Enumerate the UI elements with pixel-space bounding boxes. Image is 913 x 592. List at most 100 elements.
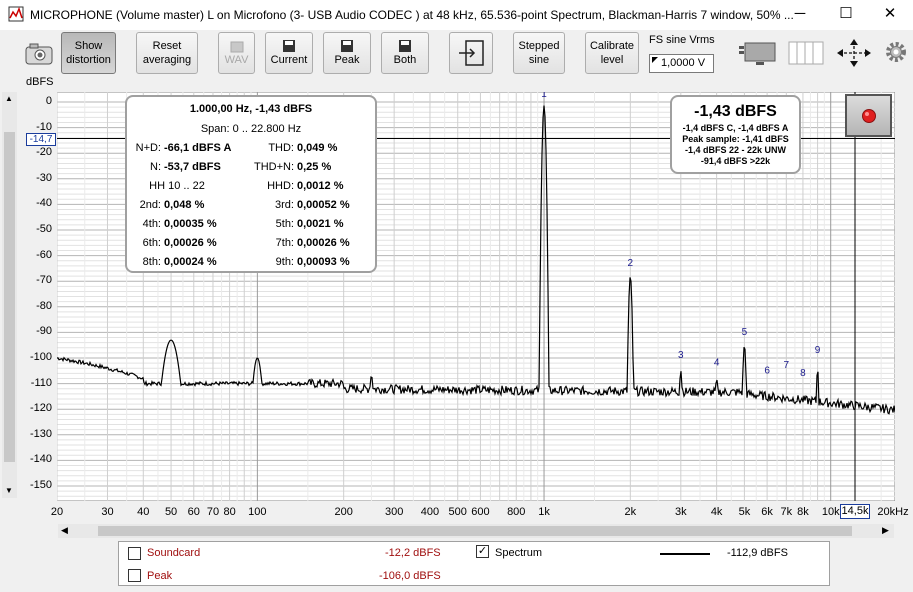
vertical-scrollbar[interactable]: ▲ ▼: [2, 92, 17, 498]
soundcard-label: Soundcard: [147, 547, 201, 559]
harmonic-label: 4: [714, 358, 720, 369]
close-button[interactable]: ✕: [883, 5, 897, 22]
save-icon: [341, 40, 353, 52]
save-icon: [399, 40, 411, 52]
wav-button[interactable]: WAV: [218, 32, 255, 74]
maximize-button[interactable]: ☐: [839, 5, 853, 22]
distortion-info-panel: 1.000,00 Hz, -1,43 dBFS Span: 0 .. 22.80…: [125, 95, 377, 273]
info-value: 0,048 %: [164, 199, 205, 211]
window-layout-icon[interactable]: [738, 40, 778, 66]
horizontal-scroll-thumb[interactable]: [98, 526, 852, 536]
wav-label: WAV: [224, 54, 249, 66]
x-tick-label: 5k: [738, 506, 751, 518]
calibrate-level-button[interactable]: Calibrate level: [585, 32, 639, 74]
both-label: Both: [393, 54, 417, 66]
spectrum-label: Spectrum: [495, 547, 543, 559]
y-tick-label: -90: [36, 325, 52, 338]
minimize-button[interactable]: ─: [794, 5, 806, 22]
window-title: MICROPHONE (Volume master) L on Microfon…: [30, 8, 794, 22]
panels-icon[interactable]: [788, 40, 824, 66]
stepped-sine-button[interactable]: Stepped sine: [513, 32, 565, 74]
vertical-scroll-thumb[interactable]: [4, 132, 15, 462]
save-icon: [283, 40, 295, 52]
level-detail-4: -91,4 dBFS >22k: [700, 156, 771, 166]
y-tick-label: -30: [36, 171, 52, 184]
level-value: -1,43 dBFS: [694, 103, 777, 120]
info-label: 9th:: [275, 256, 294, 268]
harmonic-label: 5: [742, 327, 748, 338]
reset-averaging-label-1: Reset: [152, 40, 182, 52]
info-value: 0,25 %: [297, 161, 332, 173]
spectrum-line-swatch: [660, 553, 710, 555]
info-value: 0,00035 %: [164, 218, 217, 230]
y-tick-label: -130: [29, 427, 52, 440]
export-button[interactable]: [449, 32, 493, 74]
harmonic-label: 3: [678, 350, 684, 361]
cursor-x-readout: 14,5k: [840, 504, 870, 519]
reset-averaging-label-2: averaging: [142, 54, 192, 66]
x-tick-label: 3k: [675, 506, 687, 518]
calibrate-level-label-2: level: [600, 54, 624, 66]
peak-checkbox[interactable]: [128, 569, 141, 582]
x-tick-label: 1k: [538, 506, 550, 518]
title-bar: MICROPHONE (Volume master) L on Microfon…: [0, 0, 913, 30]
x-tick-label: 60: [187, 506, 200, 518]
info-value: 0,00026 %: [297, 237, 350, 249]
gear-icon[interactable]: [884, 40, 908, 64]
y-tick-label: -110: [30, 376, 52, 389]
camera-icon[interactable]: [24, 40, 54, 66]
scroll-left-icon[interactable]: ◀: [61, 525, 68, 535]
peak-label: Peak: [334, 54, 360, 66]
info-label: 8th:: [142, 256, 161, 268]
scroll-down-icon[interactable]: ▼: [5, 486, 13, 495]
harmonic-markers: 1 2 3 4 5 6 78 9: [541, 92, 821, 379]
scroll-up-icon[interactable]: ▲: [5, 94, 13, 103]
move-arrows-icon[interactable]: [836, 38, 872, 68]
y-tick-label: -70: [36, 274, 52, 287]
stepped-sine-label-1: Stepped: [518, 40, 560, 52]
cursor-y-readout: -14,7: [26, 133, 56, 146]
peak-button[interactable]: Peak: [323, 32, 371, 74]
info-label: N+D:: [135, 142, 161, 154]
peak-value: -106,0 dBFS: [379, 570, 441, 582]
x-tick-label: 40: [137, 506, 150, 518]
info-value: 0,0021 %: [297, 218, 344, 230]
legend-panel: Soundcard -12,2 dBFS ✓ Spectrum -112,9 d…: [118, 541, 830, 586]
info-label: HHD:: [267, 180, 294, 192]
info-label: 5th:: [275, 218, 294, 230]
info-label: 6th:: [142, 237, 161, 249]
harmonic-label: 8: [800, 368, 806, 379]
x-tick-label: 20kHz: [877, 506, 909, 518]
info-label: 4th:: [142, 218, 161, 230]
soundcard-checkbox[interactable]: [128, 547, 141, 560]
y-tick-label: -10: [36, 120, 52, 133]
y-tick-label: -120: [29, 402, 52, 415]
fundamental-readout: 1.000,00 Hz, -1,43 dBFS: [189, 103, 313, 115]
record-button[interactable]: [845, 94, 892, 137]
fs-label: FS sine Vrms: [649, 34, 715, 46]
scroll-right-icon[interactable]: ▶: [882, 525, 889, 535]
show-distortion-button[interactable]: Show distortion: [61, 32, 116, 74]
info-label: 7th:: [275, 237, 294, 249]
level-meter-panel: -1,43 dBFS -1,4 dBFS C, -1,4 dBFS A Peak…: [670, 95, 801, 174]
fs-value-field[interactable]: 1,0000 V: [649, 54, 714, 73]
info-value: 0,00093 %: [297, 256, 350, 268]
y-tick-label: -100: [29, 351, 52, 363]
reset-averaging-button[interactable]: Reset averaging: [136, 32, 198, 74]
x-tick-label: 300: [384, 506, 404, 518]
record-icon: [862, 109, 876, 123]
harmonic-label: 7: [784, 360, 790, 371]
y-tick-label: -50: [36, 223, 52, 235]
folder-icon: [230, 41, 243, 53]
y-tick-label: -150: [29, 479, 52, 491]
spectrum-checkbox[interactable]: ✓: [476, 545, 489, 558]
info-value: -66,1 dBFS A: [164, 142, 232, 154]
x-tick-label: 200: [334, 506, 353, 518]
info-label: HH 10 .. 22: [149, 180, 205, 192]
y-tick-label: -80: [36, 299, 52, 312]
spectrum-trace: [57, 105, 895, 415]
horizontal-scrollbar[interactable]: ◀ ▶: [58, 524, 894, 538]
current-button[interactable]: Current: [265, 32, 313, 74]
x-tick-label: 50: [164, 506, 178, 518]
both-button[interactable]: Both: [381, 32, 429, 74]
